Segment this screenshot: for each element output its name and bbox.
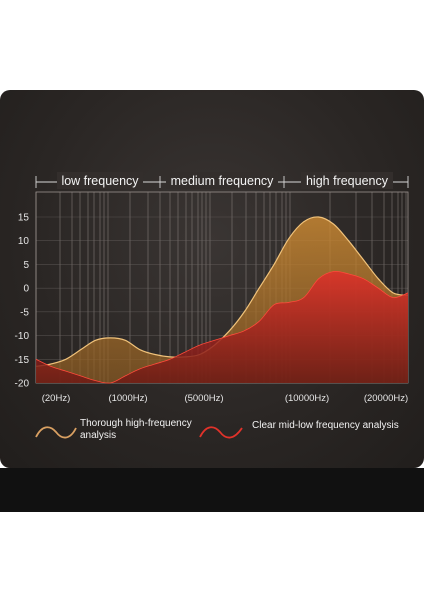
x-tick-label: (10000Hz) [285, 393, 329, 404]
band-label: low frequency [61, 174, 139, 188]
x-tick-label: (5000Hz) [184, 393, 223, 404]
y-tick-label: -5 [20, 307, 29, 318]
legend-label-series-2: Clear mid-low frequency analysis [252, 420, 399, 432]
x-tick-label: (20000Hz) [364, 393, 408, 404]
y-tick-label: -15 [15, 355, 30, 366]
legend-label-series-2-line1: Clear mid-low frequency analysis [252, 420, 399, 431]
series-line-2 [35, 270, 409, 384]
axes: 15 10 5 0 -5 -10 -15 -20 (20Hz) (1000Hz) (5000Hz) (… [15, 213, 409, 405]
y-tick-label: 10 [18, 236, 30, 247]
legend-label-series-1: Thorough high-frequency analysis [80, 418, 192, 442]
band-label-bg [166, 172, 278, 189]
legend-label-series-1-line1: Thorough high-frequency [80, 418, 192, 429]
y-tick-label: -20 [15, 379, 30, 390]
x-tick-label: (20Hz) [42, 393, 71, 404]
legend [35, 426, 243, 439]
band-label: high frequency [306, 174, 389, 188]
bottom-bar [0, 468, 424, 512]
series-areas [35, 216, 409, 384]
legend-swatch-series-1 [35, 426, 77, 439]
x-tick-label: (1000Hz) [108, 393, 147, 404]
legend-label-series-1-line2: analysis [80, 430, 117, 441]
y-tick-label: -10 [15, 331, 30, 342]
band-label-bg [57, 172, 143, 189]
y-tick-label: 0 [23, 284, 29, 295]
series-area-2 [36, 271, 408, 384]
legend-swatch-series-2 [199, 426, 243, 439]
band-label-bg [301, 172, 393, 189]
y-tick-label: 15 [18, 213, 30, 224]
y-tick-label: 5 [23, 260, 29, 271]
band-label: medium frequency [171, 174, 275, 188]
frequency-bands: low frequency medium frequency high freque… [35, 172, 409, 189]
